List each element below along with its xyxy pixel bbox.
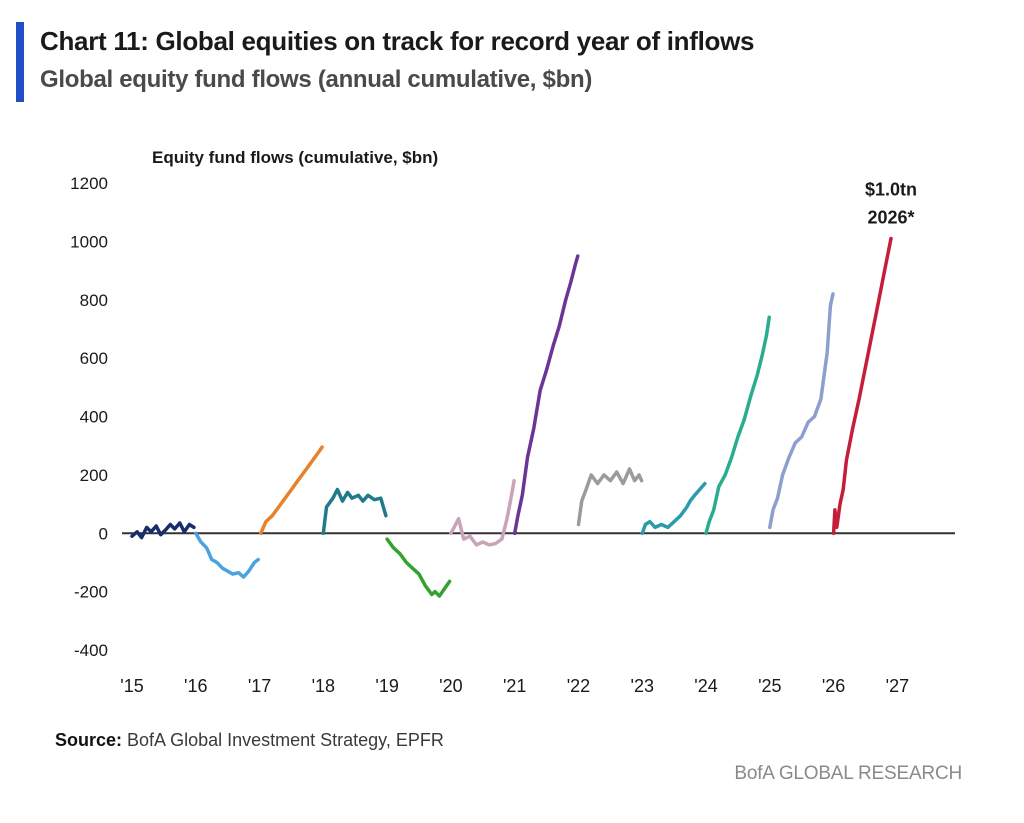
y-tick-label: 200 [80, 466, 108, 485]
series-line [130, 521, 196, 540]
x-tick-label: '19 [375, 676, 398, 696]
y-tick-label: -400 [74, 641, 108, 660]
y-tick-label: 600 [80, 349, 108, 368]
y-tick-label: 1000 [70, 232, 108, 251]
chart-subtitle: Global equity fund flows (annual cumulat… [40, 66, 593, 93]
brand-watermark: BofA GLOBAL RESEARCH [734, 763, 962, 784]
series-line [640, 481, 707, 536]
series-line [768, 292, 835, 530]
x-tick-label: '25 [758, 676, 781, 696]
x-tick-label: '16 [184, 676, 207, 696]
annotation-line1: $1.0tn [865, 179, 917, 199]
x-tick-label: '23 [631, 676, 654, 696]
y-tick-label: 0 [99, 524, 108, 543]
series-line [512, 254, 580, 536]
x-tick-label: '18 [312, 676, 335, 696]
y-axis-label: Equity fund flows (cumulative, $bn) [152, 148, 438, 167]
x-tick-label: '17 [248, 676, 271, 696]
series-line [449, 478, 516, 547]
series-line [704, 315, 771, 536]
annotation-line2: 2026* [867, 207, 914, 227]
chart-plot: Equity fund flows (cumulative, $bn) -400… [70, 148, 955, 696]
source-note: Source: BofA Global Investment Strategy,… [55, 730, 444, 751]
accent-bar [16, 22, 24, 102]
series-line [385, 537, 452, 598]
series-line [259, 445, 324, 536]
y-tick-label: 1200 [70, 174, 108, 193]
chart-title: Chart 11: Global equities on track for r… [40, 26, 755, 56]
x-tick-label: '27 [886, 676, 909, 696]
x-tick-label: '24 [694, 676, 717, 696]
x-tick-label: '21 [503, 676, 526, 696]
x-tick-label: '22 [567, 676, 590, 696]
x-tick-label: '26 [822, 676, 845, 696]
y-tick-label: 400 [80, 408, 108, 427]
source-text: BofA Global Investment Strategy, EPFR [122, 730, 444, 750]
series-line [194, 531, 261, 579]
y-tick-label: 800 [80, 291, 108, 310]
y-tick-label: -200 [74, 583, 108, 602]
x-tick-label: '20 [439, 676, 462, 696]
series-line [576, 467, 644, 527]
series-line [831, 236, 893, 536]
source-label: Source: [55, 730, 123, 750]
x-tick-label: '15 [120, 676, 143, 696]
series-line [321, 487, 388, 536]
